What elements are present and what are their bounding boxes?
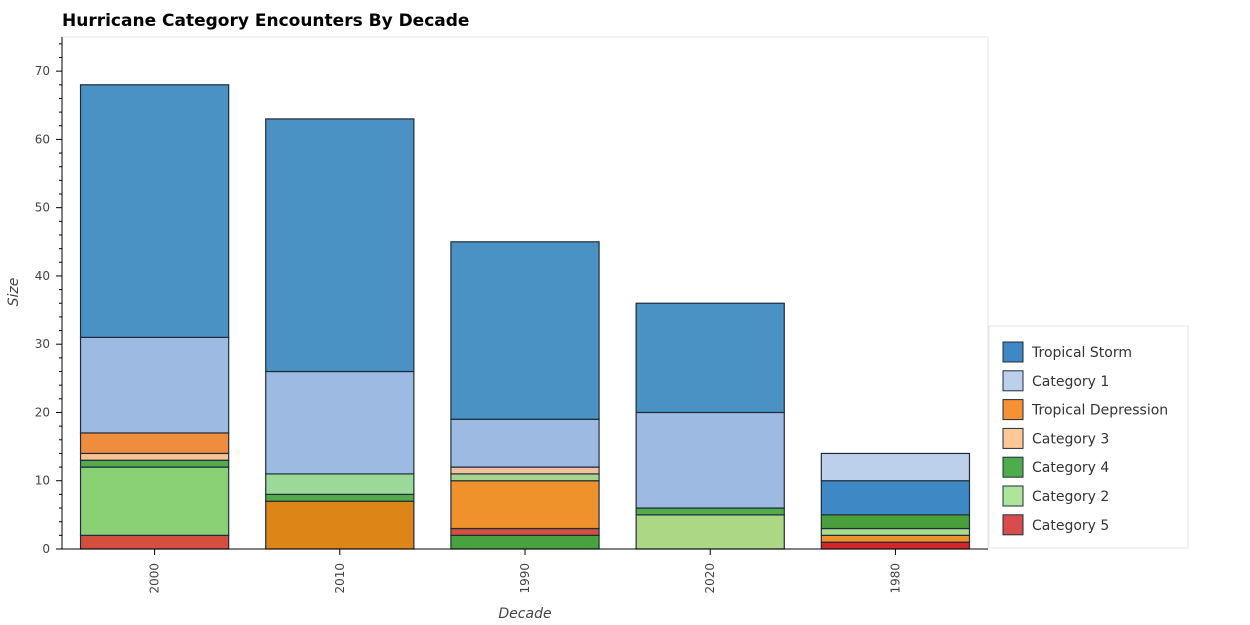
legend-label: Tropical Storm <box>1031 345 1132 361</box>
bar-2000-category-3 <box>79 452 230 461</box>
bar-2000-tropical-storm <box>79 84 230 338</box>
chart-title: Hurricane Category Encounters By Decade <box>62 11 469 31</box>
bar-2000-category-1 <box>79 336 230 434</box>
bar-2020-category-4 <box>635 507 785 516</box>
bar-1980-tropical-storm <box>820 480 971 516</box>
bar-2000-category-4 <box>79 459 230 468</box>
bar-2010-category-4 <box>265 493 415 502</box>
y-tick-label: 70 <box>35 64 50 78</box>
bar-2020-tropical-storm <box>635 302 785 414</box>
legend-label: Tropical Depression <box>1031 403 1168 419</box>
bar-2010-category-1 <box>265 370 415 475</box>
bar-1980-category-4 <box>820 514 971 530</box>
bars-group <box>79 84 971 550</box>
y-tick-label: 50 <box>35 201 50 215</box>
bar-1980-tropical-depression <box>820 534 971 543</box>
x-tick-label: 1990 <box>518 563 532 594</box>
bar-2000-category-2 <box>79 466 230 536</box>
y-tick-label: 0 <box>42 542 50 556</box>
bar-1980-category-2 <box>820 527 971 536</box>
legend-swatch <box>1002 399 1024 421</box>
legend: Tropical Storm Category 1 Tropical Depress… <box>988 325 1189 549</box>
legend-swatch <box>1002 341 1024 363</box>
legend-swatch <box>1002 456 1024 478</box>
bar-1990-category-5 <box>450 527 600 536</box>
y-tick-label: 10 <box>35 474 50 488</box>
bar-2010-tropical-depression <box>265 500 415 550</box>
bar-1980-category-5 <box>820 541 971 550</box>
y-axis-label: Size <box>6 278 22 307</box>
x-tick-label: 1980 <box>888 563 902 594</box>
x-axis-label: Decade <box>498 606 551 622</box>
legend-swatch <box>1002 427 1024 449</box>
bar-1990-tropical-storm <box>450 241 600 420</box>
legend-label: Category 2 <box>1032 489 1109 505</box>
bar-2000-category-5 <box>79 534 230 550</box>
y-tick-label: 40 <box>35 269 50 283</box>
bar-1990-category-3 <box>450 466 600 475</box>
legend-label: Category 5 <box>1032 518 1109 534</box>
y-tick-label: 20 <box>35 405 50 419</box>
legend-label: Category 3 <box>1032 431 1109 447</box>
bar-2010-category-2 <box>265 473 415 495</box>
x-tick-label: 2000 <box>148 563 162 594</box>
bar-2020-category-2 <box>635 514 785 550</box>
x-tick-label: 2010 <box>333 563 347 594</box>
bar-1990-tropical-depression <box>450 480 600 530</box>
legend-label: Category 4 <box>1032 460 1109 476</box>
bar-1990-category-2 <box>450 473 600 482</box>
bar-2000-tropical-depression <box>79 432 230 455</box>
y-axis: 0 10 20 30 40 50 60 70 <box>35 37 63 556</box>
bar-2010-tropical-storm <box>265 118 415 373</box>
bar-1990-category-1 <box>450 418 600 468</box>
bar-2020-category-1 <box>635 411 785 509</box>
x-axis: 2000 2010 1990 2020 1980 <box>62 548 988 594</box>
x-tick-label: 2020 <box>703 563 717 594</box>
legend-label: Category 1 <box>1032 374 1109 390</box>
y-tick-label: 60 <box>35 132 50 146</box>
bar-1990-category-4 <box>450 534 600 550</box>
y-tick-label: 30 <box>35 337 50 351</box>
bar-1980-category-1 <box>820 452 971 482</box>
legend-swatch <box>1002 485 1024 507</box>
legend-swatch <box>1002 370 1024 392</box>
legend-swatch <box>1002 514 1024 536</box>
